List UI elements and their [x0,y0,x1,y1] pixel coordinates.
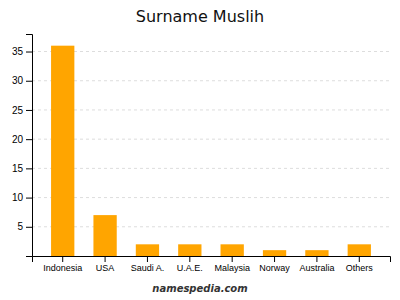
bar [136,244,159,256]
x-tick: Others [346,256,374,273]
bar [305,250,328,256]
bar [263,250,286,256]
y-axis: 5 10 15 20 25 30 35 [12,35,33,257]
x-tick-label: Indonesia [43,263,82,273]
y-tick-label: 10 [12,192,24,203]
annotation: namespedia.com [152,283,247,294]
grid-line [32,80,390,81]
y-tick: 15 [12,163,32,174]
y-axis-line [26,35,33,257]
bars [51,46,371,256]
y-tick-label: 20 [12,134,24,145]
bar [221,244,244,256]
x-tick-label: Malaysia [214,263,250,273]
x-tick-mark [62,256,63,262]
x-tick-label: USA [96,263,115,273]
x-tick-mark [147,256,148,262]
y-tick: 20 [12,134,32,145]
y-tick-label: 30 [12,75,24,86]
bar [51,46,74,256]
plot: 5 10 15 20 25 30 35 Indonesia USA Saudi A. U.A.E. M… [12,35,391,274]
y-tick-mark [26,110,32,111]
x-tick-label: Norway [259,263,290,273]
grid-line [32,168,390,169]
x-tick: Australia [299,256,334,273]
y-tick: 35 [12,46,32,57]
grid-line [32,109,390,110]
y-tick-mark [26,168,32,169]
y-tick: 25 [12,105,32,116]
x-tick: USA [96,256,115,273]
x-tick-mark [359,256,360,262]
x-tick-mark [232,256,233,262]
x-tick-label: Others [346,263,374,273]
bar [348,244,371,256]
y-tick-mark [26,81,32,82]
x-tick-mark [105,256,106,262]
chart: 5 10 15 20 25 30 35 Indonesia USA Saudi A. U.A.E. M… [0,0,400,300]
y-tick-label: 25 [12,105,24,116]
grid-line [32,226,390,227]
bar [93,215,116,256]
x-tick-label: Australia [299,263,334,273]
y-tick-mark [26,139,32,140]
bar [178,244,201,256]
y-tick-label: 35 [12,46,24,57]
x-tick-mark [189,256,190,262]
grid-line [32,51,390,52]
y-tick-mark [26,198,32,199]
grid [32,52,390,227]
grid-line [32,139,390,140]
x-tick: Malaysia [214,256,250,273]
grid-line [32,197,390,198]
y-tick-label: 5 [17,221,23,232]
y-tick-mark [26,52,32,53]
x-tick: Indonesia [43,256,82,273]
title: Surname Muslih [136,7,264,26]
y-tick: 10 [12,192,32,203]
x-tick-mark [316,256,317,262]
y-tick-mark [26,227,32,228]
x-tick: Norway [259,256,290,273]
x-tick-label: U.A.E. [177,263,203,273]
x-axis: Indonesia USA Saudi A. U.A.E. Malaysia Norway… [33,256,391,273]
y-tick: 5 [17,221,32,232]
x-tick-label: Saudi A. [131,263,165,273]
x-tick: Saudi A. [131,256,165,273]
x-axis-line [33,257,391,263]
x-tick: U.A.E. [177,256,203,273]
y-tick-label: 15 [12,163,24,174]
y-tick: 30 [12,75,32,86]
x-tick-mark [274,256,275,262]
